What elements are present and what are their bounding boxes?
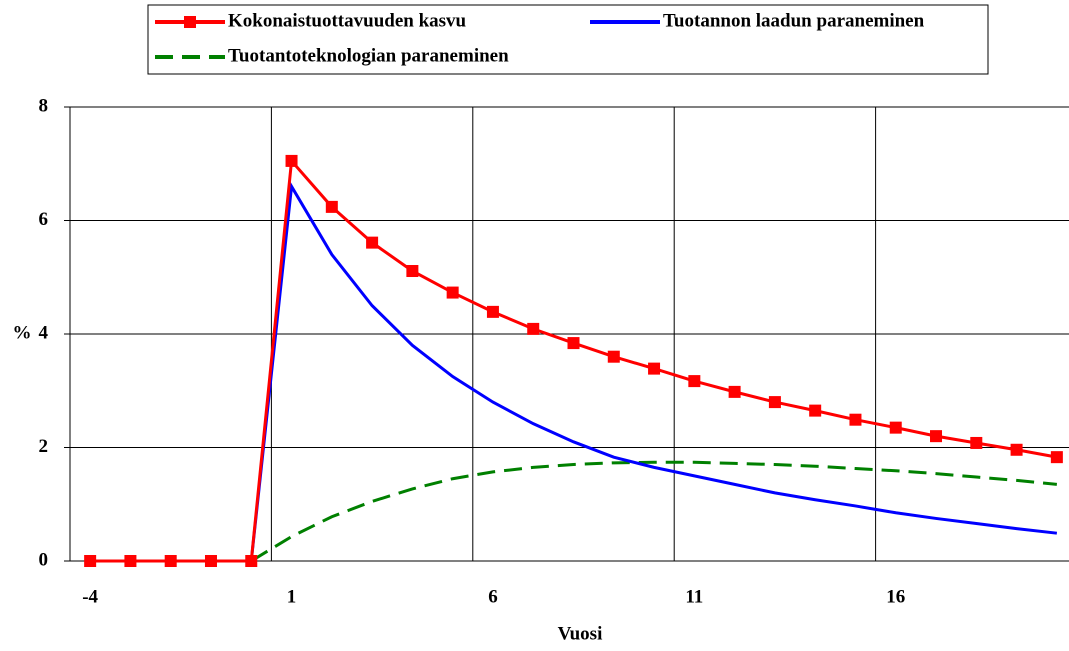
marker — [1050, 451, 1063, 464]
y-tick-label: 2 — [39, 436, 49, 457]
marker — [1010, 443, 1023, 456]
marker — [204, 555, 217, 567]
marker — [567, 337, 580, 350]
marker — [446, 286, 459, 299]
y-tick-label: 8 — [39, 95, 49, 116]
x-axis-label: Vuosi — [558, 623, 603, 644]
marker — [889, 421, 902, 434]
marker — [527, 322, 540, 335]
marker — [486, 305, 499, 318]
marker — [124, 555, 137, 567]
marker — [406, 265, 419, 278]
series-line — [90, 181, 1058, 563]
marker — [809, 404, 822, 417]
x-tick-label: 1 — [287, 586, 297, 607]
series-line — [90, 460, 1058, 563]
x-tick-label: 16 — [886, 586, 905, 607]
marker — [688, 375, 701, 388]
legend-marker — [184, 16, 196, 28]
marker — [849, 413, 862, 426]
legend-label: Kokonaistuottavuuden kasvu — [228, 10, 467, 31]
marker — [648, 362, 661, 375]
legend-label: Tuotannon laadun paraneminen — [663, 10, 925, 31]
marker — [768, 396, 781, 409]
marker — [285, 154, 298, 167]
marker — [607, 350, 620, 363]
legend-box — [147, 4, 989, 75]
y-axis-label: % — [13, 322, 32, 343]
marker — [366, 236, 379, 249]
y-tick-label: 0 — [39, 549, 49, 570]
marker — [325, 200, 338, 213]
x-tick-label: -4 — [82, 586, 98, 607]
x-tick-label: 6 — [488, 586, 498, 607]
marker — [930, 430, 943, 443]
y-tick-label: 6 — [39, 209, 49, 230]
y-tick-label: 4 — [39, 322, 49, 343]
marker — [970, 436, 983, 449]
marker — [245, 555, 258, 567]
marker — [164, 555, 177, 567]
legend-label: Tuotantoteknologian paraneminen — [228, 45, 509, 66]
marker — [84, 555, 97, 567]
marker — [728, 385, 741, 398]
x-tick-label: 11 — [685, 586, 703, 607]
